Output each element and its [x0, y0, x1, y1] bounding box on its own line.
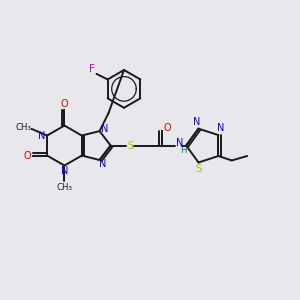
Text: CH₃: CH₃ [16, 123, 32, 132]
Text: N: N [38, 130, 45, 141]
Text: H: H [180, 146, 186, 154]
Text: S: S [195, 164, 202, 174]
Text: CH₃: CH₃ [56, 183, 72, 192]
Text: N: N [99, 159, 106, 170]
Text: F: F [89, 64, 95, 74]
Text: N: N [101, 124, 109, 134]
Text: O: O [61, 99, 68, 110]
Text: N: N [61, 166, 68, 176]
Text: N: N [193, 117, 200, 127]
Text: O: O [23, 151, 31, 160]
Text: S: S [127, 141, 134, 151]
Text: N: N [176, 138, 183, 148]
Text: N: N [217, 123, 224, 134]
Text: O: O [164, 123, 171, 133]
